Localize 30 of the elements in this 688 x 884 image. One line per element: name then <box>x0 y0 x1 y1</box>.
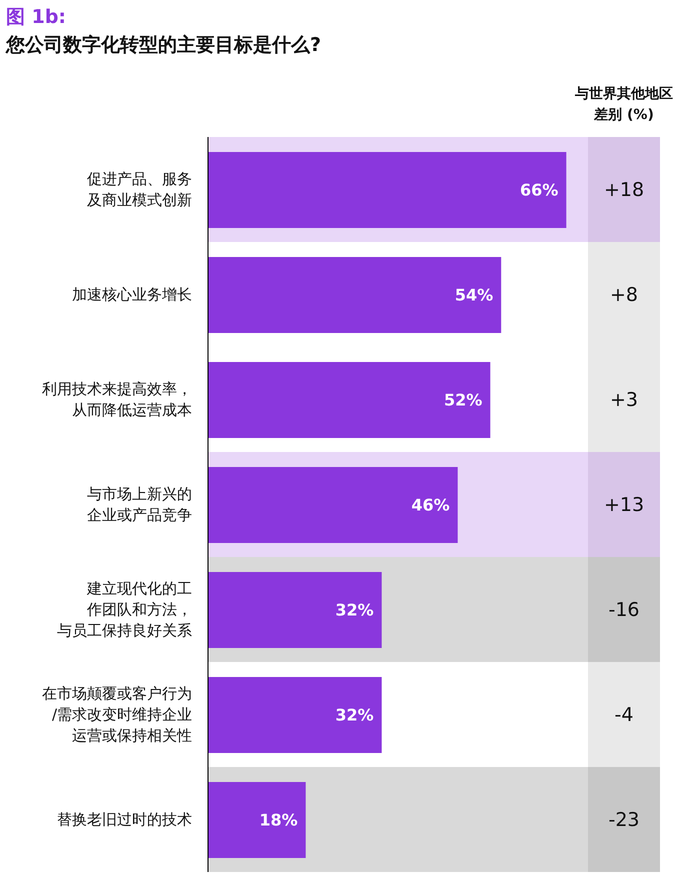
data-label: 32% <box>335 706 374 725</box>
y-tick-label: 加速核心业务增长 <box>72 286 192 304</box>
bar <box>208 677 382 753</box>
y-tick-label: 在市场颠覆或客户行为/需求改变时维持企业运营或保持相关性 <box>42 684 192 744</box>
y-tick-label: 与市场上新兴的企业或产品竞争 <box>87 485 192 524</box>
chart-subtitle: 您公司数字化转型的主要目标是什么? <box>6 33 322 58</box>
data-label: +8 <box>588 242 660 347</box>
data-label: +18 <box>588 137 660 242</box>
data-label: +13 <box>588 452 660 557</box>
y-tick-label: 建立现代化的工作团队和方法，与员工保持良好关系 <box>57 580 192 640</box>
y-tick-label: 利用技术来提高效率，从而降低运营成本 <box>42 380 192 419</box>
y-tick-label: 促进产品、服务及商业模式创新 <box>87 170 192 209</box>
data-label: -4 <box>588 662 660 767</box>
text: 与世界其他地区差别 (%) <box>574 85 674 125</box>
data-label: 32% <box>335 600 374 620</box>
bar <box>208 572 382 648</box>
data-label: 52% <box>444 390 482 410</box>
y-tick-label: 替换老旧过时的技术 <box>57 810 192 828</box>
bar <box>208 362 490 438</box>
data-label: 54% <box>454 286 494 305</box>
data-label: -16 <box>588 557 660 662</box>
data-label: 18% <box>259 810 298 830</box>
bar <box>208 257 502 333</box>
text: 图 1b: <box>6 5 66 30</box>
data-label: 66% <box>520 180 558 200</box>
data-label: +3 <box>588 347 660 452</box>
data-label: 46% <box>411 496 450 515</box>
bar <box>208 782 306 858</box>
bar <box>208 467 458 543</box>
data-label: -23 <box>588 767 660 872</box>
